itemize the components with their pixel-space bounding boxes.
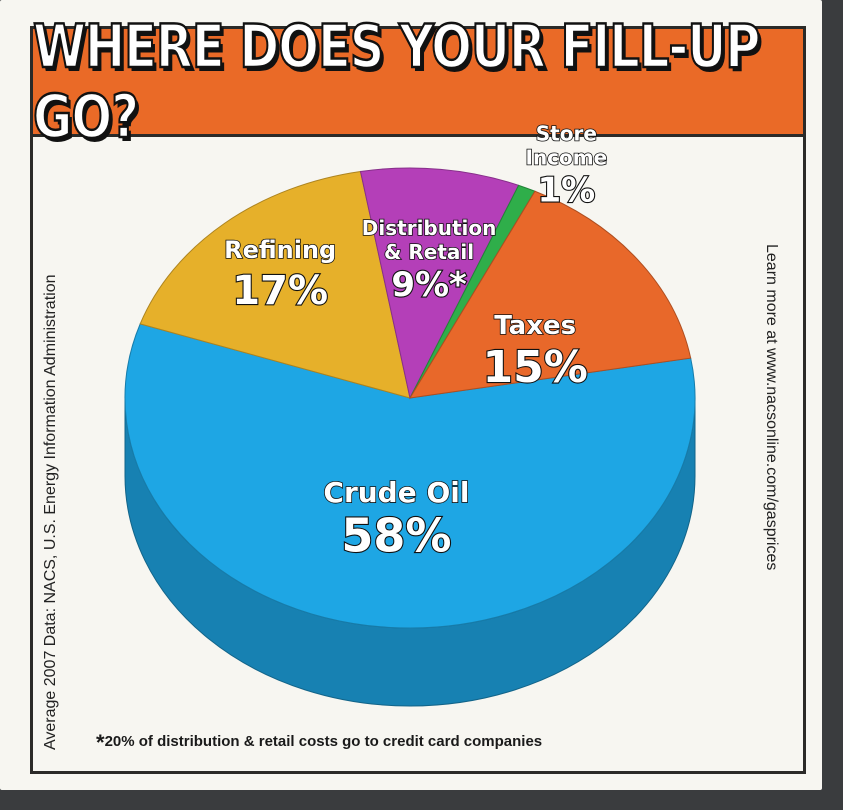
slice-refining xyxy=(139,170,411,399)
label-distribution-and-retail-line-2: & Retail xyxy=(384,240,474,264)
label-crude-oil: Crude Oil xyxy=(323,476,469,509)
pie-top xyxy=(124,167,696,629)
footnote-text: 20% of distribution & retail costs go to… xyxy=(104,733,543,750)
learn-more-link: Learn more at www.nacsonline.com/gaspric… xyxy=(763,244,780,571)
slice-taxes xyxy=(409,190,692,399)
chart-title: WHERE DOES YOUR FILL-UP GO? xyxy=(32,10,761,153)
value-taxes: 15% xyxy=(483,342,588,393)
card-frame xyxy=(30,26,806,774)
title-banner: WHERE DOES YOUR FILL-UP GO? xyxy=(32,10,803,153)
value-distribution-and-retail: 9%* xyxy=(391,265,467,305)
label-taxes: Taxes xyxy=(494,311,576,341)
source-note: Average 2007 Data: NACS, U.S. Energy Inf… xyxy=(42,274,59,751)
label-distribution-and-retail-line-1: Distribution xyxy=(362,216,497,240)
slice-distribution-and-retail xyxy=(359,167,520,400)
label-store-income-line-1: Store xyxy=(536,122,597,146)
value-crude-oil: 58% xyxy=(341,508,451,562)
footnote-star: * xyxy=(96,730,105,755)
value-store-income: 1% xyxy=(537,170,595,210)
label-store-income-line-2: Income xyxy=(526,146,608,170)
label-refining: Refining xyxy=(224,236,336,264)
slice-crude-oil xyxy=(124,323,696,629)
value-refining: 17% xyxy=(232,268,328,314)
footnote: *20% of distribution & retail costs go t… xyxy=(96,730,542,756)
